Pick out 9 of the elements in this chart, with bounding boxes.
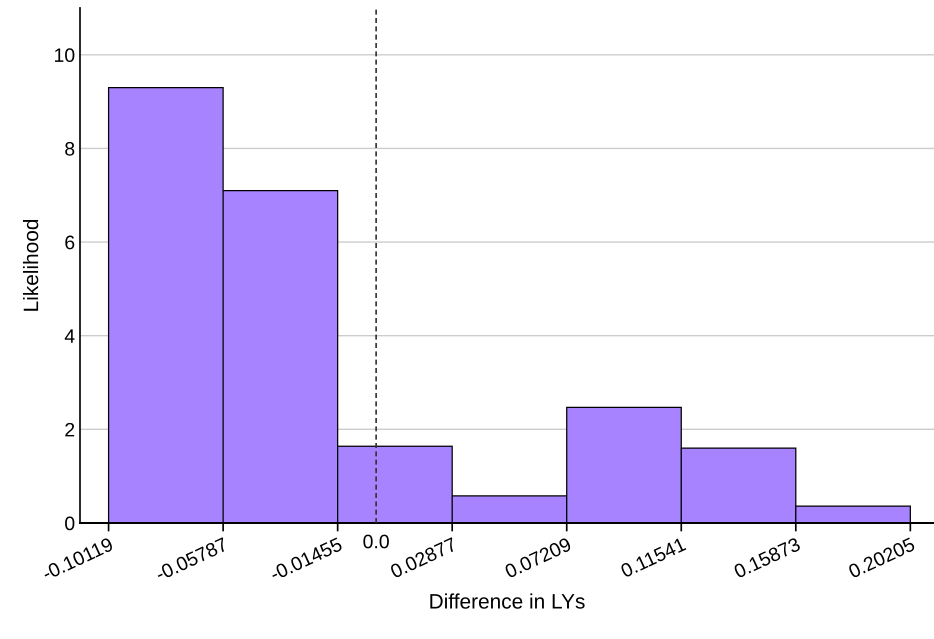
ref-line-label: 0.0 [363, 534, 389, 548]
y-tick-label: 10 [54, 48, 74, 62]
y-tick-label: 0 [65, 516, 74, 530]
y-tick-label: 4 [64, 329, 75, 343]
y-tick-label: 2 [65, 422, 74, 436]
y-tick-label: 6 [65, 236, 74, 250]
y-tick-label: 8 [65, 142, 74, 156]
y-axis-title: Likelihood [22, 220, 38, 311]
x-axis-title: Difference in LYs [430, 593, 585, 609]
